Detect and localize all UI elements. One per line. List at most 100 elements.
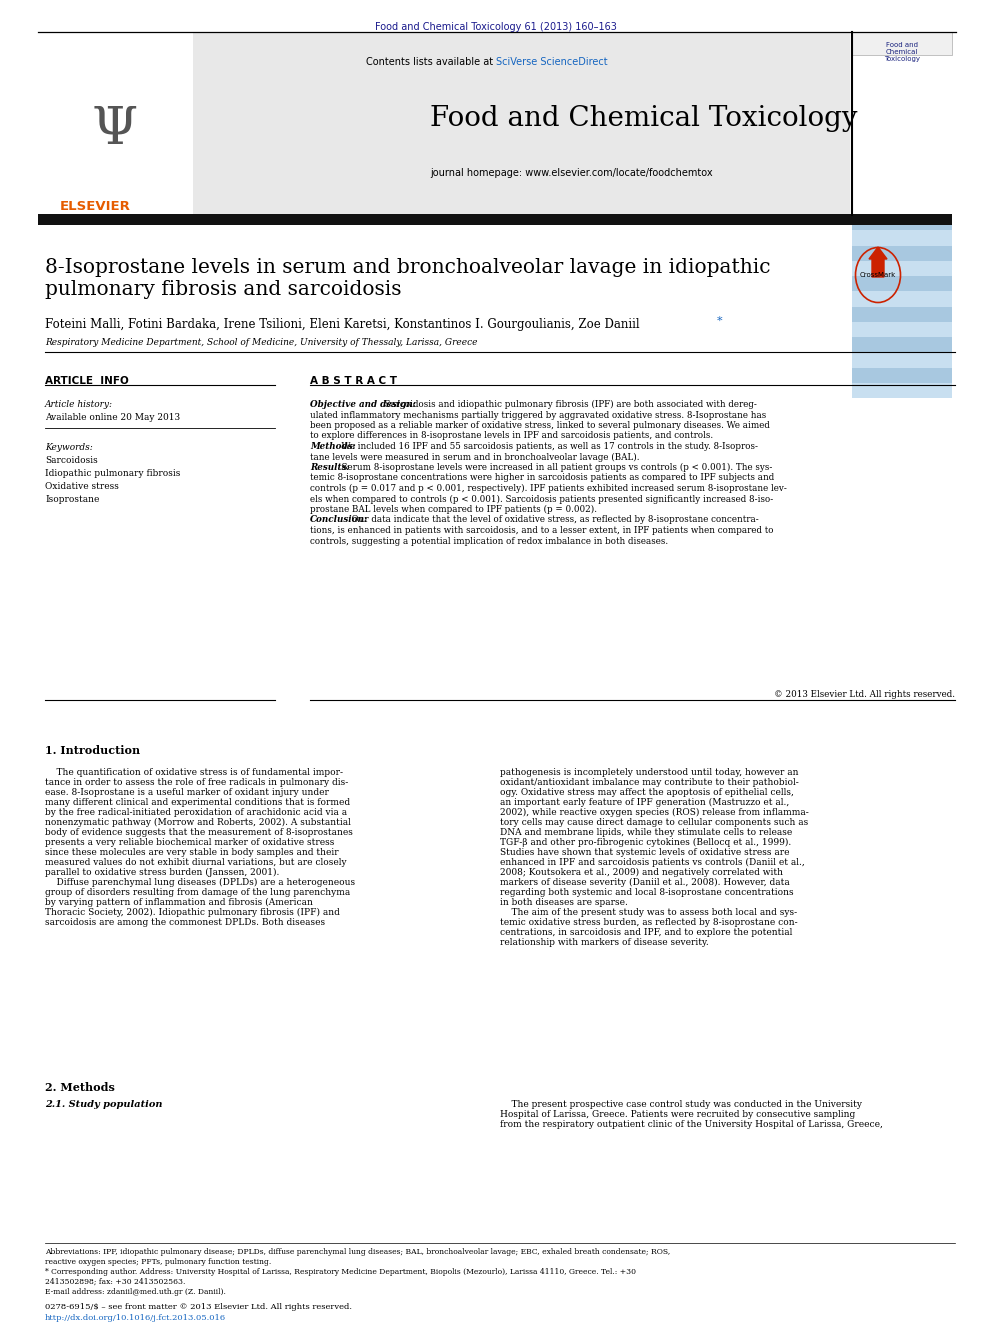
- Text: tane levels were measured in serum and in bronchoalveolar lavage (BAL).: tane levels were measured in serum and i…: [310, 452, 640, 462]
- Text: ogy. Oxidative stress may affect the apoptosis of epithelial cells,: ogy. Oxidative stress may affect the apo…: [500, 789, 794, 796]
- Text: ulated inflammatory mechanisms partially triggered by aggravated oxidative stres: ulated inflammatory mechanisms partially…: [310, 410, 766, 419]
- Text: in both diseases are sparse.: in both diseases are sparse.: [500, 898, 628, 908]
- Text: to explore differences in 8-isoprostane levels in IPF and sarcoidosis patients, : to explore differences in 8-isoprostane …: [310, 431, 713, 441]
- Text: Diffuse parenchymal lung diseases (DPLDs) are a heterogeneous: Diffuse parenchymal lung diseases (DPLDs…: [45, 878, 355, 888]
- Text: regarding both systemic and local 8-isoprostane concentrations: regarding both systemic and local 8-isop…: [500, 888, 794, 897]
- Bar: [852, 277, 952, 291]
- Text: Food and
Chemical
Toxicology: Food and Chemical Toxicology: [884, 42, 920, 62]
- Text: pulmonary fibrosis and sarcoidosis: pulmonary fibrosis and sarcoidosis: [45, 280, 402, 299]
- Bar: [852, 216, 952, 230]
- Text: controls (p = 0.017 and p < 0.001, respectively). IPF patients exhibited increas: controls (p = 0.017 and p < 0.001, respe…: [310, 484, 787, 493]
- Text: by the free radical-initiated peroxidation of arachidonic acid via a: by the free radical-initiated peroxidati…: [45, 808, 347, 818]
- Text: from the respiratory outpatient clinic of the University Hospital of Larissa, Gr: from the respiratory outpatient clinic o…: [500, 1121, 883, 1129]
- Text: http://dx.doi.org/10.1016/j.fct.2013.05.016: http://dx.doi.org/10.1016/j.fct.2013.05.…: [45, 1314, 226, 1322]
- Bar: [38, 32, 193, 216]
- Text: 2. Methods: 2. Methods: [45, 1082, 115, 1093]
- Text: temic oxidative stress burden, as reflected by 8-isoprostane con-: temic oxidative stress burden, as reflec…: [500, 918, 798, 927]
- Text: Thoracic Society, 2002). Idiopathic pulmonary fibrosis (IPF) and: Thoracic Society, 2002). Idiopathic pulm…: [45, 908, 340, 917]
- Text: ease. 8-Isoprostane is a useful marker of oxidant injury under: ease. 8-Isoprostane is a useful marker o…: [45, 789, 329, 796]
- Text: The quantification of oxidative stress is of fundamental impor-: The quantification of oxidative stress i…: [45, 767, 343, 777]
- Text: SciVerse ScienceDirect: SciVerse ScienceDirect: [496, 57, 608, 67]
- Bar: [852, 321, 952, 337]
- Text: Sarcoidosis and idiopathic pulmonary fibrosis (IPF) are both associated with der: Sarcoidosis and idiopathic pulmonary fib…: [379, 400, 757, 409]
- Text: an important early feature of IPF generation (Mastruzzo et al.,: an important early feature of IPF genera…: [500, 798, 790, 807]
- Text: Methods:: Methods:: [310, 442, 356, 451]
- Text: We included 16 IPF and 55 sarcoidosis patients, as well as 17 controls in the st: We included 16 IPF and 55 sarcoidosis pa…: [336, 442, 758, 451]
- Text: els when compared to controls (p < 0.001). Sarcoidosis patients presented signif: els when compared to controls (p < 0.001…: [310, 495, 773, 504]
- Text: *: *: [717, 316, 722, 325]
- Text: The aim of the present study was to assess both local and sys-: The aim of the present study was to asse…: [500, 908, 798, 917]
- Bar: [852, 337, 952, 352]
- Text: tory cells may cause direct damage to cellular components such as: tory cells may cause direct damage to ce…: [500, 818, 808, 827]
- Text: ELSEVIER: ELSEVIER: [60, 200, 131, 213]
- Text: Food and Chemical Toxicology: Food and Chemical Toxicology: [430, 105, 857, 132]
- Text: tions, is enhanced in patients with sarcoidosis, and to a lesser extent, in IPF : tions, is enhanced in patients with sarc…: [310, 527, 774, 534]
- Text: journal homepage: www.elsevier.com/locate/foodchemtox: journal homepage: www.elsevier.com/locat…: [430, 168, 712, 179]
- Text: Ψ: Ψ: [92, 105, 138, 156]
- Bar: [852, 291, 952, 307]
- Text: Our data indicate that the level of oxidative stress, as reflected by 8-isoprost: Our data indicate that the level of oxid…: [346, 516, 759, 524]
- Text: Abbreviations: IPF, idiopathic pulmonary disease; DPLDs, diffuse parenchymal lun: Abbreviations: IPF, idiopathic pulmonary…: [45, 1248, 671, 1256]
- Text: Idiopathic pulmonary fibrosis: Idiopathic pulmonary fibrosis: [45, 468, 181, 478]
- Text: E-mail address: zdaniil@med.uth.gr (Z. Daniil).: E-mail address: zdaniil@med.uth.gr (Z. D…: [45, 1289, 226, 1297]
- Text: 2.1. Study population: 2.1. Study population: [45, 1099, 163, 1109]
- Text: The present prospective case control study was conducted in the University: The present prospective case control stu…: [500, 1099, 862, 1109]
- Text: temic 8-isoprostane concentrations were higher in sarcoidosis patients as compar: temic 8-isoprostane concentrations were …: [310, 474, 774, 483]
- Text: by varying pattern of inflammation and fibrosis (American: by varying pattern of inflammation and f…: [45, 898, 312, 908]
- Text: DNA and membrane lipids, while they stimulate cells to release: DNA and membrane lipids, while they stim…: [500, 828, 793, 837]
- Text: Isoprostane: Isoprostane: [45, 495, 99, 504]
- Bar: [38, 214, 952, 225]
- Text: been proposed as a reliable marker of oxidative stress, linked to several pulmon: been proposed as a reliable marker of ox…: [310, 421, 770, 430]
- Text: Studies have shown that systemic levels of oxidative stress are: Studies have shown that systemic levels …: [500, 848, 790, 857]
- Bar: [852, 230, 952, 246]
- Text: TGF-β and other pro-fibrogenic cytokines (Bellocq et al., 1999).: TGF-β and other pro-fibrogenic cytokines…: [500, 837, 792, 847]
- Text: Contents lists available at: Contents lists available at: [366, 57, 496, 67]
- Text: pathogenesis is incompletely understood until today, however an: pathogenesis is incompletely understood …: [500, 767, 799, 777]
- Text: centrations, in sarcoidosis and IPF, and to explore the potential: centrations, in sarcoidosis and IPF, and…: [500, 927, 793, 937]
- Bar: [852, 352, 952, 368]
- Text: body of evidence suggests that the measurement of 8-isoprostanes: body of evidence suggests that the measu…: [45, 828, 353, 837]
- Text: many different clinical and experimental conditions that is formed: many different clinical and experimental…: [45, 798, 350, 807]
- Text: Respiratory Medicine Department, School of Medicine, University of Thessaly, Lar: Respiratory Medicine Department, School …: [45, 337, 477, 347]
- Text: ARTICLE  INFO: ARTICLE INFO: [45, 376, 129, 386]
- Text: since these molecules are very stable in body samples and their: since these molecules are very stable in…: [45, 848, 338, 857]
- Text: Keywords:: Keywords:: [45, 443, 92, 452]
- Bar: [852, 261, 952, 277]
- Text: 2008; Koutsokera et al., 2009) and negatively correlated with: 2008; Koutsokera et al., 2009) and negat…: [500, 868, 783, 877]
- Text: Results:: Results:: [310, 463, 349, 472]
- Bar: [852, 382, 952, 398]
- Text: Article history:: Article history:: [45, 400, 113, 409]
- Text: © 2013 Elsevier Ltd. All rights reserved.: © 2013 Elsevier Ltd. All rights reserved…: [774, 691, 955, 699]
- Bar: [852, 368, 952, 382]
- Text: group of disorders resulting from damage of the lung parenchyma: group of disorders resulting from damage…: [45, 888, 350, 897]
- Text: CrossMark: CrossMark: [860, 273, 896, 278]
- Text: 1. Introduction: 1. Introduction: [45, 745, 140, 755]
- Text: * Corresponding author. Address: University Hospital of Larissa, Respiratory Med: * Corresponding author. Address: Univers…: [45, 1267, 636, 1275]
- Text: Objective and design:: Objective and design:: [310, 400, 416, 409]
- Text: Hospital of Larissa, Greece. Patients were recruited by consecutive sampling: Hospital of Larissa, Greece. Patients we…: [500, 1110, 855, 1119]
- Text: enhanced in IPF and sarcoidosis patients vs controls (Daniil et al.,: enhanced in IPF and sarcoidosis patients…: [500, 859, 805, 867]
- Text: 2413502898; fax: +30 2413502563.: 2413502898; fax: +30 2413502563.: [45, 1278, 186, 1286]
- Text: 2002), while reactive oxygen species (ROS) release from inflamma-: 2002), while reactive oxygen species (RO…: [500, 808, 808, 818]
- Text: sarcoidosis are among the commonest DPLDs. Both diseases: sarcoidosis are among the commonest DPLD…: [45, 918, 325, 927]
- Text: Conclusion:: Conclusion:: [310, 516, 368, 524]
- Text: Sarcoidosis: Sarcoidosis: [45, 456, 98, 464]
- Text: oxidant/antioxidant imbalance may contribute to their pathobiol-: oxidant/antioxidant imbalance may contri…: [500, 778, 799, 787]
- Text: prostane BAL levels when compared to IPF patients (p = 0.002).: prostane BAL levels when compared to IPF…: [310, 505, 597, 515]
- FancyArrow shape: [869, 247, 887, 277]
- Text: Foteini Malli, Fotini Bardaka, Irene Tsilioni, Eleni Karetsi, Konstantinos I. Go: Foteini Malli, Fotini Bardaka, Irene Tsi…: [45, 318, 640, 331]
- Bar: [193, 32, 850, 216]
- Text: nonenzymatic pathway (Morrow and Roberts, 2002). A substantial: nonenzymatic pathway (Morrow and Roberts…: [45, 818, 351, 827]
- Bar: [852, 307, 952, 321]
- Text: 8-Isoprostane levels in serum and bronchoalveolar lavage in idiopathic: 8-Isoprostane levels in serum and bronch…: [45, 258, 771, 277]
- Text: A B S T R A C T: A B S T R A C T: [310, 376, 397, 386]
- Text: 0278-6915/$ – see front matter © 2013 Elsevier Ltd. All rights reserved.: 0278-6915/$ – see front matter © 2013 El…: [45, 1303, 352, 1311]
- Text: controls, suggesting a potential implication of redox imbalance in both diseases: controls, suggesting a potential implica…: [310, 537, 669, 545]
- Bar: [852, 246, 952, 261]
- Text: parallel to oxidative stress burden (Janssen, 2001).: parallel to oxidative stress burden (Jan…: [45, 868, 280, 877]
- Text: Oxidative stress: Oxidative stress: [45, 482, 119, 491]
- Text: markers of disease severity (Daniil et al., 2008). However, data: markers of disease severity (Daniil et a…: [500, 878, 790, 888]
- Text: Serum 8-isoprostane levels were increased in all patient groups vs controls (p <: Serum 8-isoprostane levels were increase…: [336, 463, 773, 472]
- Text: measured values do not exhibit diurnal variations, but are closely: measured values do not exhibit diurnal v…: [45, 859, 346, 867]
- Text: tance in order to assess the role of free radicals in pulmonary dis-: tance in order to assess the role of fre…: [45, 778, 348, 787]
